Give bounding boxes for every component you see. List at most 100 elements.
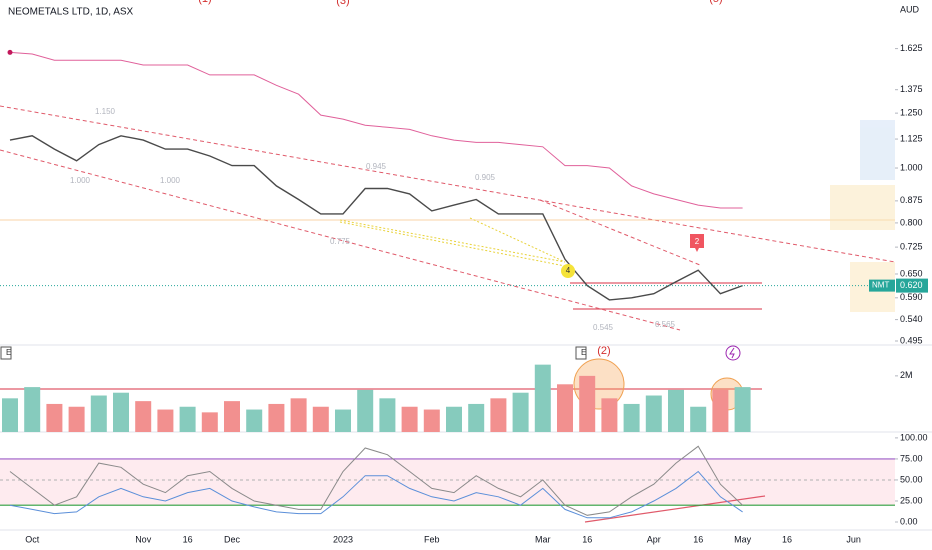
annotation: 1.000 <box>70 176 91 185</box>
volume-bar <box>645 395 662 432</box>
x-tick-label: 16 <box>693 534 703 544</box>
volume-bar <box>246 409 263 432</box>
x-tick-label: 16 <box>183 534 193 544</box>
y-tick-label: 0.725 <box>900 242 923 252</box>
series-line <box>9 51 743 209</box>
last-price-tag <box>896 278 928 293</box>
y-tick-label: 1.375 <box>900 84 923 94</box>
y-tick-label: 25.00 <box>900 495 923 505</box>
volume-bar <box>401 406 418 432</box>
y-tick-label: 2M <box>900 370 913 380</box>
y-tick-label: 0.00 <box>900 516 918 526</box>
volume-bar <box>423 409 440 432</box>
band-fill <box>0 458 895 506</box>
x-tick-label: Feb <box>424 534 440 544</box>
ticker-label: NMT <box>872 281 889 290</box>
volume-bar <box>512 392 529 432</box>
volume-bar <box>90 395 107 432</box>
y-tick-label: 0.540 <box>900 314 923 324</box>
series-line <box>9 445 743 516</box>
volume-bar <box>357 389 374 432</box>
y-tick-label: 0.875 <box>900 195 923 205</box>
volume-bar <box>668 389 684 432</box>
y-tick-label: 1.000 <box>900 162 923 172</box>
x-tick-label: 16 <box>582 534 592 544</box>
annotation: 0.565 <box>655 320 676 329</box>
volume-bar <box>157 409 174 432</box>
x-tick-label: 16 <box>782 534 792 544</box>
volume-bar <box>24 387 41 432</box>
volume-bar <box>290 398 307 432</box>
volume-bar <box>579 375 596 432</box>
profile-block <box>860 120 895 180</box>
annotation: E <box>6 348 11 357</box>
y-tick-label: 100.00 <box>900 432 928 442</box>
annotation: (1) <box>198 0 211 5</box>
annotation: 2 <box>695 237 700 246</box>
x-tick-label: Oct <box>25 534 40 544</box>
volume-bar <box>135 401 152 432</box>
y-tick-label: 1.250 <box>900 108 923 118</box>
flag-marker <box>561 264 575 278</box>
volume-bar <box>224 401 240 432</box>
annotation: 0.775 <box>330 237 351 246</box>
x-tick-label: Mar <box>535 534 551 544</box>
osc-trend-line <box>584 495 766 523</box>
y-tick-label: 0.590 <box>900 292 923 302</box>
event-icon <box>725 345 741 361</box>
volume-bar <box>623 403 640 432</box>
volume-bar <box>557 384 573 432</box>
volume-bar <box>68 406 85 432</box>
volume-bar <box>312 406 329 432</box>
volume-profile <box>830 120 895 312</box>
flag-marker <box>690 234 704 252</box>
x-tick-label: Apr <box>647 534 661 544</box>
fan-line <box>469 217 566 263</box>
axis-unit: AUD <box>900 4 920 14</box>
series-line <box>9 135 743 301</box>
channel-top <box>0 105 896 263</box>
y-tick-label: 50.00 <box>900 474 923 484</box>
annotation: (2) <box>597 345 610 357</box>
annotation: 0.905 <box>475 173 496 182</box>
profile-block <box>830 185 895 230</box>
channel-inner <box>539 199 701 266</box>
x-tick-label: May <box>734 534 752 544</box>
volume-bar <box>379 398 396 432</box>
annotation: (3) <box>336 0 349 7</box>
ticker-tag <box>869 279 895 292</box>
volume-bar <box>601 398 618 432</box>
volume-bar <box>534 364 551 432</box>
annotation: E <box>581 348 586 357</box>
volume-bar <box>335 409 351 432</box>
earnings-marker <box>575 346 587 360</box>
y-tick-label: 0.650 <box>900 268 923 278</box>
series-start-dot <box>7 49 13 55</box>
y-tick-label: 1.625 <box>900 43 923 53</box>
y-tick-label: 75.00 <box>900 453 923 463</box>
x-tick-label: Jun <box>846 534 861 544</box>
chart-title: NEOMETALS LTD, 1D, ASX <box>8 7 134 18</box>
volume-bar <box>734 387 751 432</box>
last-price-label: 0.620 <box>900 280 923 290</box>
y-tick-label: 0.495 <box>900 335 923 345</box>
volume-bar <box>113 392 129 432</box>
volume-bar <box>712 389 729 432</box>
annotation: 0.945 <box>366 162 387 171</box>
annotation: 4 <box>566 266 571 275</box>
event-icon-bolt <box>729 347 735 359</box>
volume-bar <box>690 406 707 432</box>
x-tick-label: Dec <box>224 534 241 544</box>
annotation: (5) <box>709 0 722 5</box>
volume-bar <box>490 398 507 432</box>
volume-bar <box>446 406 462 432</box>
volume-bar <box>268 403 285 432</box>
x-tick-label: 2023 <box>333 534 353 544</box>
annotation: 1.000 <box>160 176 181 185</box>
annotation: 1.150 <box>95 107 116 116</box>
annotation: 0.545 <box>593 323 614 332</box>
volume-bar <box>468 403 485 432</box>
volume-bar <box>2 398 18 432</box>
volume-bar <box>46 403 63 432</box>
